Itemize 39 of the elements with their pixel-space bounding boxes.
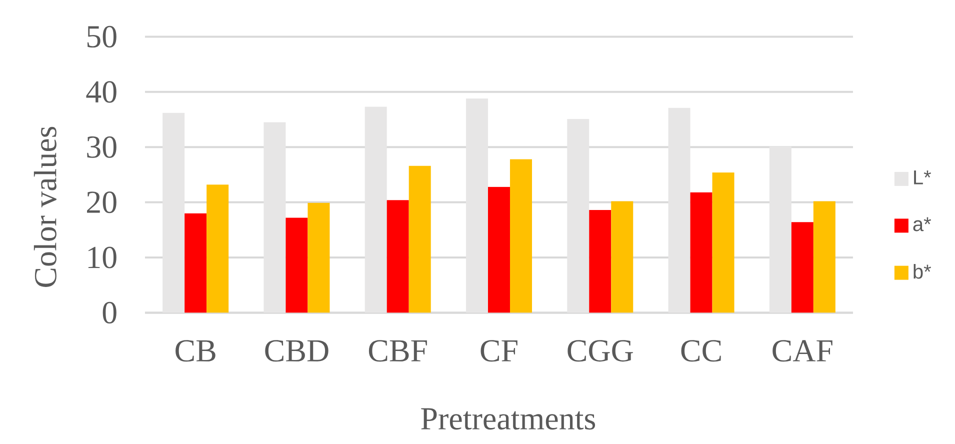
y-axis-title: Color values — [34, 126, 56, 287]
bar — [813, 201, 836, 313]
bar — [466, 98, 488, 313]
x-tick-label: CGG — [568, 340, 633, 362]
y-tick-label: 20 — [87, 192, 116, 214]
bar — [769, 146, 792, 313]
y-tick-label: 40 — [86, 81, 116, 103]
bar — [589, 210, 612, 313]
bar — [162, 112, 185, 313]
bar — [206, 184, 229, 313]
bar — [791, 222, 814, 313]
bar — [567, 118, 590, 313]
y-tick-label: 10 — [88, 246, 116, 268]
bar — [184, 213, 207, 313]
bar — [364, 106, 387, 313]
bar — [510, 159, 532, 313]
bar — [386, 200, 409, 313]
x-axis-title: Pretreatments — [421, 408, 596, 430]
bar — [611, 201, 634, 313]
x-tick-label: CF — [480, 340, 518, 362]
x-tick-label: CB — [176, 340, 216, 362]
x-tick-label: CBF — [368, 340, 427, 362]
bar — [264, 122, 286, 313]
bar — [488, 186, 510, 313]
bar — [712, 172, 734, 313]
x-tick-label: CC — [681, 340, 721, 362]
x-tick-label: CBD — [265, 340, 328, 362]
bar — [286, 218, 308, 313]
y-tick-label: 30 — [87, 136, 116, 158]
legend-label: L* — [914, 170, 932, 184]
y-tick-label: 50 — [87, 26, 116, 48]
x-tick-label: CAF — [772, 340, 832, 362]
bar — [690, 192, 712, 313]
bar — [308, 202, 330, 313]
bar — [668, 108, 690, 313]
bar — [408, 166, 431, 313]
legend-label: a* — [913, 217, 932, 232]
legend-label: b* — [914, 264, 932, 279]
y-tick-label: 0 — [102, 302, 116, 324]
